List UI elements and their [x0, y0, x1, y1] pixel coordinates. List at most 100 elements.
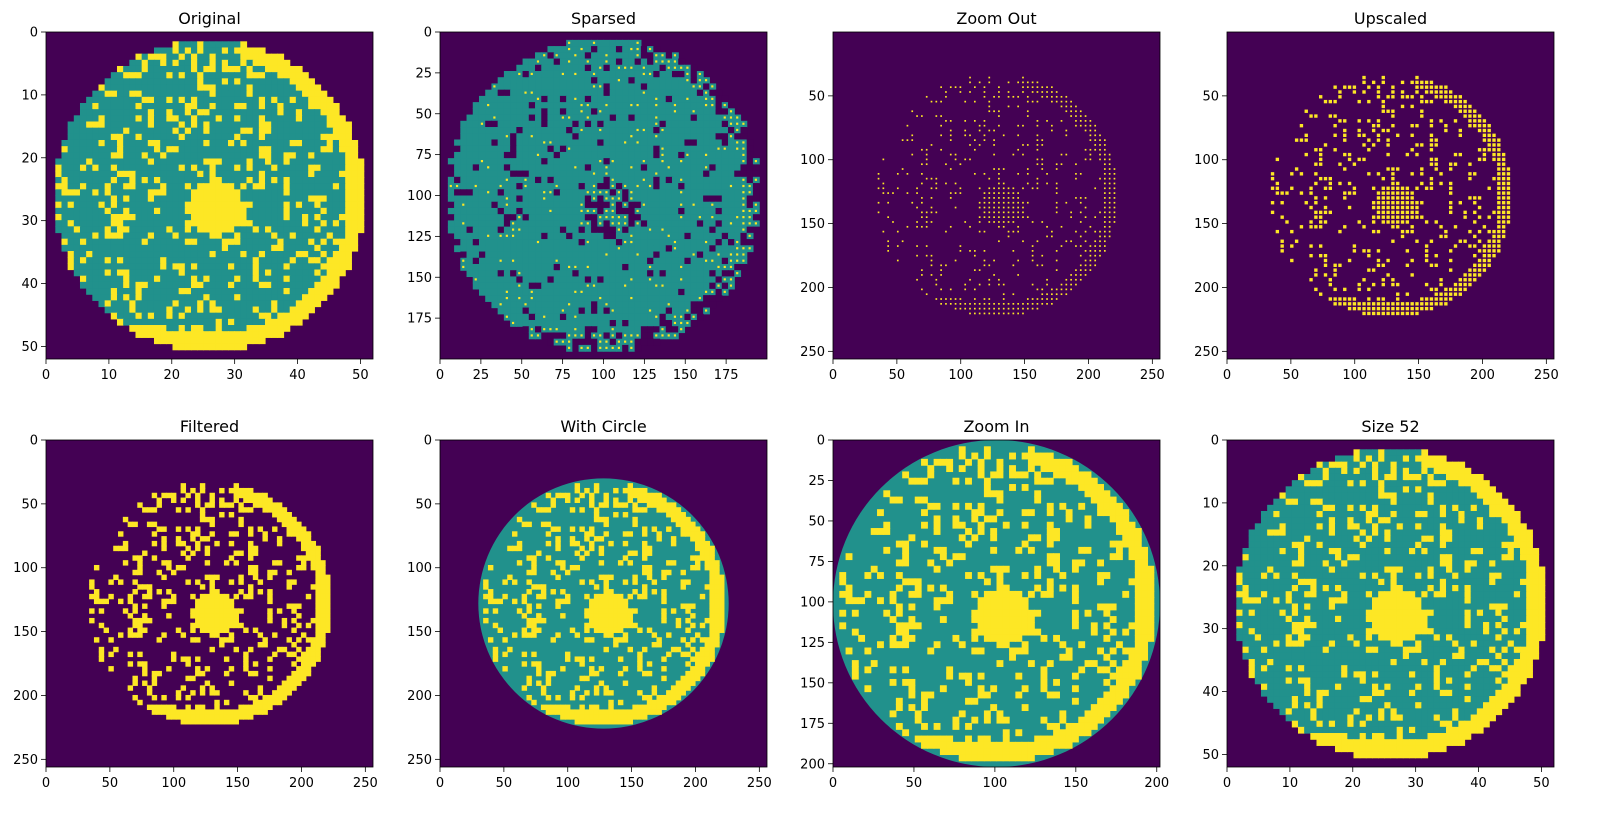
y-tick-label: 100	[407, 189, 432, 204]
x-tick-label: 250	[1534, 368, 1559, 383]
axes-frame	[45, 31, 374, 360]
y-tick-label: 0	[424, 26, 432, 41]
y-tick-label: 75	[415, 148, 432, 163]
y-tick-label: 50	[415, 497, 432, 512]
heatmap-image	[877, 76, 1116, 315]
x-tick-label: 20	[163, 368, 180, 383]
x-tick-label: 40	[289, 368, 306, 383]
x-tick-label: 200	[1076, 368, 1101, 383]
y-tick-label: 200	[13, 689, 38, 704]
x-tick-label: 50	[513, 368, 530, 383]
panel-3: Zoom Out 0 50 100 150 200 250 50 100 150 200 250	[800, 9, 1165, 383]
x-tick-label: 0	[1223, 368, 1231, 383]
y-tick-label: 175	[407, 312, 432, 327]
y-tick-label: 150	[407, 271, 432, 286]
axes-frame	[832, 439, 1161, 768]
x-tick-label: 0	[436, 368, 444, 383]
heatmap-image	[55, 41, 365, 351]
x-tick-label: 150	[1406, 368, 1431, 383]
x-tick-label: 150	[1063, 776, 1088, 791]
x-tick-label: 50	[352, 368, 369, 383]
x-tick-label: 175	[714, 368, 739, 383]
x-tick-label: 150	[619, 776, 644, 791]
x-tick-label: 150	[1012, 368, 1037, 383]
y-tick-label: 40	[1202, 685, 1219, 700]
axes-frame	[1226, 31, 1555, 360]
heatmap-image	[89, 483, 331, 725]
panel-4: Upscaled 0 50 100 150 200 250 50 100 150 200 250	[1194, 9, 1559, 383]
y-tick-label: 0	[424, 434, 432, 449]
x-tick-label: 100	[161, 776, 186, 791]
x-tick-label: 100	[982, 776, 1007, 791]
y-tick-label: 25	[808, 474, 825, 489]
y-tick-label: 125	[407, 230, 432, 245]
heatmap-image	[447, 39, 760, 352]
x-tick-label: 25	[473, 368, 490, 383]
y-tick-label: 250	[407, 753, 432, 768]
y-tick-label: 200	[407, 689, 432, 704]
heatmap-image	[478, 478, 729, 729]
y-tick-label: 50	[21, 340, 38, 355]
y-tick-label: 200	[1194, 281, 1219, 296]
x-tick-label: 250	[747, 776, 772, 791]
x-tick-label: 150	[225, 776, 250, 791]
y-tick-label: 75	[808, 555, 825, 570]
panel-7: Zoom In 0 50 100 150 200 0 25 50 75 100 125 150 175 20…	[800, 417, 1169, 791]
x-tick-label: 0	[436, 776, 444, 791]
y-tick-label: 30	[1202, 622, 1219, 637]
panel-title: Filtered	[180, 417, 239, 436]
axes-frame	[45, 439, 374, 768]
panel-title: Zoom In	[963, 417, 1029, 436]
x-tick-label: 75	[554, 368, 571, 383]
x-tick-label: 0	[1223, 776, 1231, 791]
x-tick-label: 30	[226, 368, 243, 383]
panel-5: Filtered 0 50 100 150 200 250 0 50 100 150 200 250	[13, 417, 378, 791]
x-tick-label: 10	[101, 368, 118, 383]
y-tick-label: 100	[800, 153, 825, 168]
x-tick-label: 50	[1283, 368, 1300, 383]
y-tick-label: 50	[21, 497, 38, 512]
x-tick-label: 50	[496, 776, 513, 791]
y-tick-label: 0	[817, 434, 825, 449]
panel-title: Upscaled	[1354, 9, 1427, 28]
x-tick-label: 50	[889, 368, 906, 383]
x-tick-label: 200	[683, 776, 708, 791]
panel-2: Sparsed 0 25 50 75 100 125 150 175 0 25 50 75 100 125 1…	[407, 9, 768, 383]
y-tick-label: 10	[21, 88, 38, 103]
x-tick-label: 100	[591, 368, 616, 383]
panel-1: Original 0 10 20 30 40 50 0 10 20 30 40 50	[21, 9, 374, 383]
heatmap-image	[1270, 75, 1511, 316]
y-tick-label: 50	[808, 89, 825, 104]
x-tick-label: 250	[1140, 368, 1165, 383]
y-tick-label: 25	[415, 66, 432, 81]
x-tick-label: 50	[102, 776, 119, 791]
y-tick-label: 0	[1211, 434, 1219, 449]
y-tick-label: 150	[800, 676, 825, 691]
x-tick-label: 200	[1470, 368, 1495, 383]
x-tick-label: 250	[353, 776, 378, 791]
x-tick-label: 100	[948, 368, 973, 383]
y-tick-label: 20	[21, 151, 38, 166]
y-tick-label: 100	[407, 561, 432, 576]
x-tick-label: 0	[829, 368, 837, 383]
y-tick-label: 100	[800, 595, 825, 610]
y-tick-label: 40	[21, 277, 38, 292]
y-tick-label: 100	[1194, 153, 1219, 168]
x-tick-label: 100	[555, 776, 580, 791]
y-tick-label: 200	[800, 757, 825, 772]
y-tick-label: 150	[1194, 217, 1219, 232]
y-tick-label: 150	[800, 217, 825, 232]
y-tick-label: 150	[407, 625, 432, 640]
panel-title: Original	[178, 9, 241, 28]
panel-title: Zoom Out	[956, 9, 1036, 28]
x-tick-label: 0	[42, 368, 50, 383]
x-tick-label: 125	[632, 368, 657, 383]
x-tick-label: 20	[1344, 776, 1361, 791]
y-tick-label: 50	[1202, 89, 1219, 104]
x-tick-label: 10	[1282, 776, 1299, 791]
y-tick-label: 50	[415, 107, 432, 122]
y-tick-label: 20	[1202, 559, 1219, 574]
y-tick-label: 150	[13, 625, 38, 640]
y-tick-label: 50	[808, 514, 825, 529]
